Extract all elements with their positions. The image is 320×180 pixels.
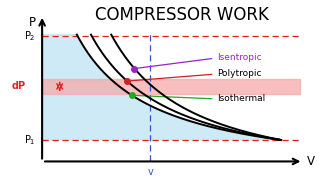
Text: P$_1$: P$_1$ [24, 133, 36, 147]
Text: V: V [307, 155, 315, 168]
Text: P: P [29, 16, 36, 29]
Text: Isothermal: Isothermal [135, 94, 266, 103]
Polygon shape [42, 35, 281, 140]
Text: v: v [148, 167, 153, 177]
Text: P$_2$: P$_2$ [24, 30, 36, 43]
Text: Polytropic: Polytropic [130, 69, 262, 81]
Text: dP: dP [12, 81, 26, 91]
Text: COMPRESSOR WORK: COMPRESSOR WORK [95, 6, 269, 24]
Polygon shape [42, 79, 300, 94]
Text: Isentropic: Isentropic [137, 53, 262, 68]
